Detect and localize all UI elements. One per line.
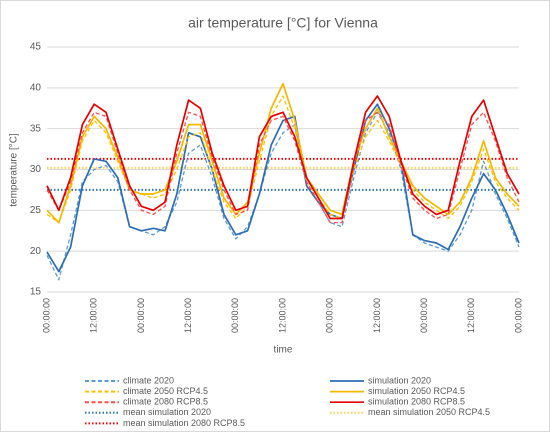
y-axis-label: temperature [°C] xyxy=(9,133,20,207)
legend-label: climate 2020 xyxy=(123,375,174,385)
legend-label: simulation 2050 RCP4.5 xyxy=(368,386,465,396)
x-tick-label: 00:00:00 xyxy=(41,298,51,333)
y-tick-label: 30 xyxy=(30,164,42,175)
y-tick-label: 15 xyxy=(30,287,42,298)
series-line xyxy=(46,95,520,220)
legend-label: mean simulation 2020 xyxy=(123,407,211,417)
x-tick-label: 12:00:00 xyxy=(466,298,476,333)
x-tick-label: 12:00:00 xyxy=(89,298,99,333)
legend-label: mean simulation 2080 RCP8.5 xyxy=(123,418,245,428)
legend-label: climate 2050 RCP4.5 xyxy=(123,386,208,396)
series-line xyxy=(46,82,520,224)
series-line xyxy=(46,103,520,273)
y-tick-label: 25 xyxy=(30,205,42,216)
x-tick-label: 00:00:00 xyxy=(325,298,335,333)
y-tick-label: 45 xyxy=(30,42,42,53)
x-tick-label: 00:00:00 xyxy=(513,298,523,333)
x-tick-label: 12:00:00 xyxy=(277,298,287,333)
x-tick-label: 12:00:00 xyxy=(183,298,193,333)
legend-label: mean simulation 2050 RCP4.5 xyxy=(368,407,490,417)
x-tick-label: 00:00:00 xyxy=(419,298,429,333)
legend-label: simulation 2020 xyxy=(368,375,431,385)
chart-title: air temperature [°C] for Vienna xyxy=(188,15,378,31)
legend-label: simulation 2080 RCP8.5 xyxy=(368,397,465,407)
x-axis-label: time xyxy=(274,345,293,356)
y-tick-label: 20 xyxy=(30,246,42,257)
y-tick-label: 35 xyxy=(30,123,42,134)
x-tick-label: 00:00:00 xyxy=(230,298,240,333)
x-tick-label: 12:00:00 xyxy=(372,298,382,333)
y-tick-label: 40 xyxy=(30,82,42,93)
series-line xyxy=(46,111,520,224)
legend-label: climate 2080 RCP8.5 xyxy=(123,397,208,407)
x-tick-label: 00:00:00 xyxy=(136,298,146,333)
